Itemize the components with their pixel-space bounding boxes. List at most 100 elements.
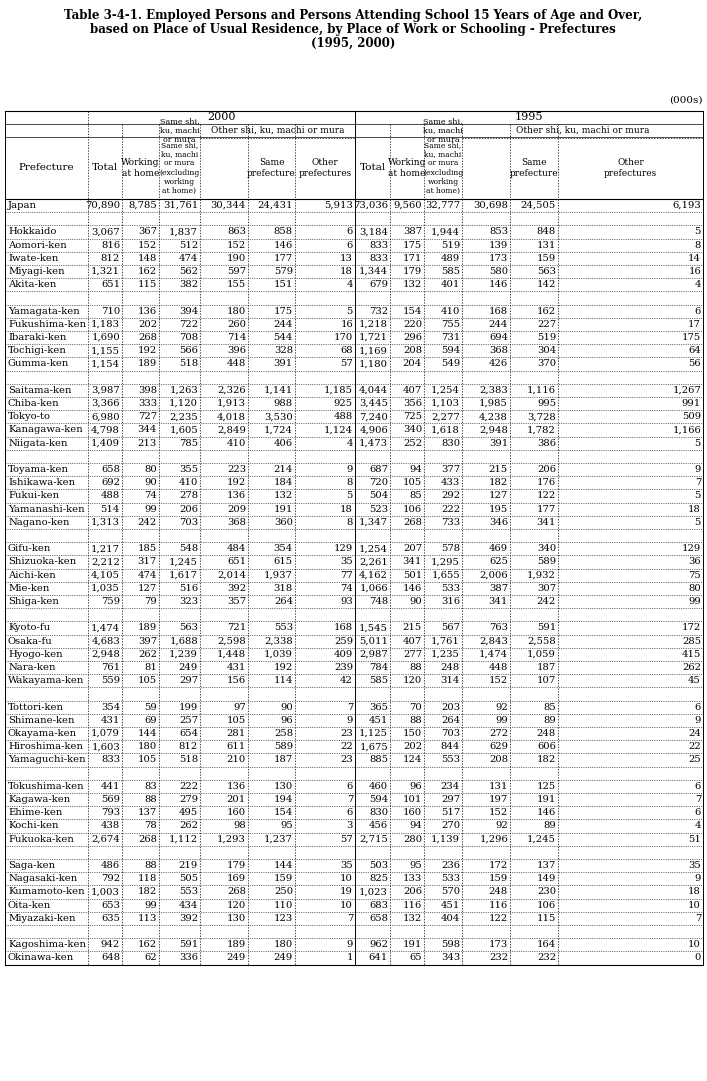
Text: Kagawa-ken: Kagawa-ken — [8, 796, 70, 804]
Text: 51: 51 — [688, 835, 701, 843]
Text: 585: 585 — [441, 267, 460, 276]
Text: 732: 732 — [369, 307, 388, 316]
Text: 131: 131 — [489, 782, 508, 791]
Text: 203: 203 — [441, 703, 460, 711]
Text: 4,238: 4,238 — [479, 412, 508, 422]
Text: 356: 356 — [403, 399, 422, 409]
Text: 488: 488 — [101, 492, 120, 501]
Text: 1,039: 1,039 — [264, 650, 293, 659]
Text: 22: 22 — [340, 743, 353, 751]
Text: 35: 35 — [340, 862, 353, 870]
Text: 4: 4 — [694, 822, 701, 830]
Text: 501: 501 — [403, 571, 422, 579]
Text: 25: 25 — [688, 756, 701, 764]
Text: 2,235: 2,235 — [169, 412, 198, 422]
Text: 1,218: 1,218 — [359, 320, 388, 329]
Text: 816: 816 — [101, 241, 120, 250]
Text: 236: 236 — [441, 862, 460, 870]
Text: 206: 206 — [179, 505, 198, 513]
Text: 434: 434 — [179, 900, 198, 910]
Text: 175: 175 — [403, 241, 422, 250]
Text: 127: 127 — [489, 492, 508, 501]
Text: 146: 146 — [403, 584, 422, 592]
Text: 1,217: 1,217 — [91, 545, 120, 553]
Text: 407: 407 — [403, 637, 422, 645]
Text: 1,245: 1,245 — [169, 558, 198, 566]
Text: 341: 341 — [489, 597, 508, 606]
Text: 2,843: 2,843 — [479, 637, 508, 645]
Text: 5: 5 — [694, 518, 701, 526]
Text: 863: 863 — [227, 227, 246, 237]
Text: 1,003: 1,003 — [91, 888, 120, 896]
Text: 597: 597 — [227, 267, 246, 276]
Text: 80: 80 — [144, 465, 157, 475]
Text: 1,141: 1,141 — [264, 386, 293, 395]
Text: Working
at home: Working at home — [388, 158, 426, 177]
Text: 268: 268 — [138, 835, 157, 843]
Text: 99: 99 — [144, 900, 157, 910]
Text: 213: 213 — [138, 439, 157, 448]
Text: 155: 155 — [227, 280, 246, 290]
Text: 77: 77 — [340, 571, 353, 579]
Text: 10: 10 — [688, 900, 701, 910]
Text: 74: 74 — [144, 492, 157, 501]
Text: Table 3-4-1. Employed Persons and Persons Attending School 15 Years of Age and O: Table 3-4-1. Employed Persons and Person… — [64, 9, 642, 22]
Text: 833: 833 — [369, 241, 388, 250]
Text: 105: 105 — [138, 756, 157, 764]
Text: 88: 88 — [409, 663, 422, 672]
Text: 591: 591 — [537, 624, 556, 632]
Text: 6: 6 — [346, 809, 353, 817]
Text: 391: 391 — [489, 439, 508, 448]
Text: 6: 6 — [346, 782, 353, 791]
Text: Yamanashi-ken: Yamanashi-ken — [8, 505, 85, 513]
Text: 83: 83 — [144, 782, 157, 791]
Text: 106: 106 — [537, 900, 556, 910]
Text: 2,261: 2,261 — [359, 558, 388, 566]
Text: 189: 189 — [227, 940, 246, 949]
Text: 3,987: 3,987 — [91, 386, 120, 395]
Text: 223: 223 — [227, 465, 246, 475]
Text: 180: 180 — [227, 307, 246, 316]
Text: 42: 42 — [340, 677, 353, 685]
Text: 279: 279 — [179, 796, 198, 804]
Text: 6: 6 — [695, 307, 701, 316]
Text: 1,103: 1,103 — [431, 399, 460, 409]
Text: 1,120: 1,120 — [169, 399, 198, 409]
Text: 136: 136 — [138, 307, 157, 316]
Text: 579: 579 — [274, 267, 293, 276]
Text: 336: 336 — [179, 953, 198, 962]
Text: Same
prefecture: Same prefecture — [510, 158, 559, 177]
Text: 0: 0 — [694, 953, 701, 962]
Text: 357: 357 — [227, 597, 246, 606]
Text: 136: 136 — [227, 492, 246, 501]
Text: 518: 518 — [179, 756, 198, 764]
Text: 149: 149 — [537, 875, 556, 883]
Text: 206: 206 — [537, 465, 556, 475]
Text: 105: 105 — [227, 716, 246, 725]
Text: Ishikawa-ken: Ishikawa-ken — [8, 478, 75, 488]
Text: 1,913: 1,913 — [217, 399, 246, 409]
Text: 2,006: 2,006 — [479, 571, 508, 579]
Text: Oita-ken: Oita-ken — [8, 900, 51, 910]
Text: 249: 249 — [227, 953, 246, 962]
Text: 585: 585 — [369, 677, 388, 685]
Text: Saitama-ken: Saitama-ken — [8, 386, 71, 395]
Text: 394: 394 — [179, 307, 198, 316]
Text: 195: 195 — [489, 505, 508, 513]
Text: 132: 132 — [403, 280, 422, 290]
Text: Akita-ken: Akita-ken — [8, 280, 57, 290]
Text: 386: 386 — [537, 439, 556, 448]
Text: 648: 648 — [101, 953, 120, 962]
Text: 553: 553 — [441, 756, 460, 764]
Text: 92: 92 — [495, 703, 508, 711]
Text: 69: 69 — [144, 716, 157, 725]
Text: 75: 75 — [688, 571, 701, 579]
Text: Ehime-ken: Ehime-ken — [8, 809, 62, 817]
Text: 962: 962 — [369, 940, 388, 949]
Text: 341: 341 — [537, 518, 556, 526]
Text: 208: 208 — [403, 346, 422, 356]
Text: 2,987: 2,987 — [359, 650, 388, 659]
Text: 137: 137 — [138, 809, 157, 817]
Text: 368: 368 — [489, 346, 508, 356]
Text: 1,347: 1,347 — [359, 518, 388, 526]
